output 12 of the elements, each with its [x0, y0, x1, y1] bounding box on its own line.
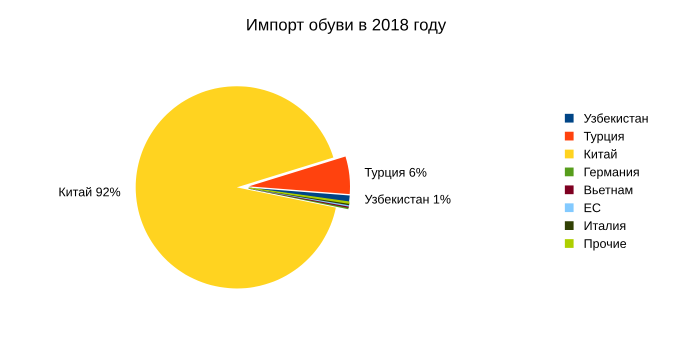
legend-label: Китай [584, 149, 617, 158]
legend-label: Вьетнам [584, 186, 632, 194]
legend-label: Узбекистан [584, 113, 648, 123]
chart-title: Импорт обуви в 2018 году [247, 18, 446, 34]
legend-label: Прочие [584, 239, 626, 250]
legend-label: ЕС [584, 203, 600, 212]
legend-label: Германия [584, 168, 639, 179]
category-label: Китай 92% [59, 186, 120, 196]
legend-label: Италия [584, 221, 626, 230]
category-label: Узбекистан 1% [364, 194, 451, 204]
category-label: Турция 6% [364, 168, 426, 180]
legend-label: Турция [584, 132, 624, 144]
